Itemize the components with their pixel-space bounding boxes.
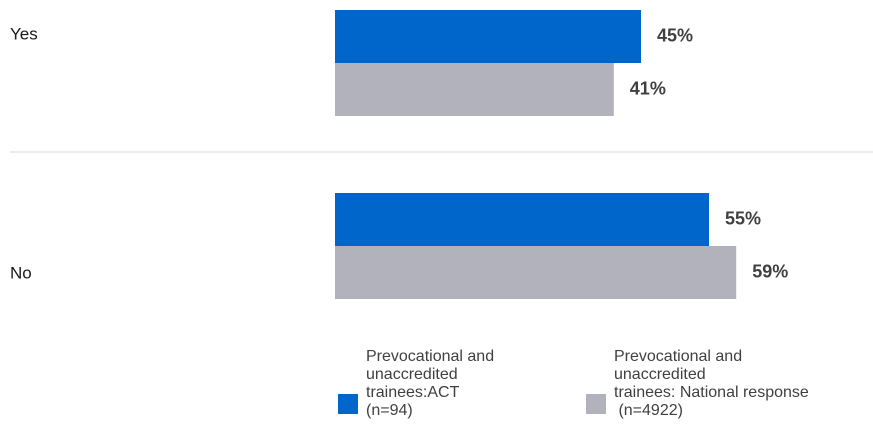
value-label-yes-series-0: 45% [657,25,693,45]
value-label-no-series-0: 55% [725,208,761,228]
category-labels: Yes No [10,24,38,282]
value-labels: 45% 41% 55% 59% [630,25,788,281]
value-label-yes-series-1: 41% [630,78,666,98]
legend-swatch-national [586,394,606,414]
category-label-no: No [10,263,32,282]
bar-yes-series-0 [335,10,641,63]
legend: Prevocational and unaccredited trainees:… [0,348,873,439]
bar-yes-series-1 [335,63,614,116]
legend-label-national: Prevocational and unaccredited trainees:… [614,348,809,419]
category-label-yes: Yes [10,24,38,43]
legend-label-act: Prevocational and unaccredited trainees:… [366,348,495,419]
bar-no-series-0 [335,193,709,246]
bar-no-series-1 [335,246,737,299]
value-label-no-series-1: 59% [752,261,788,281]
legend-swatch-act [338,394,358,414]
bars [335,10,737,299]
